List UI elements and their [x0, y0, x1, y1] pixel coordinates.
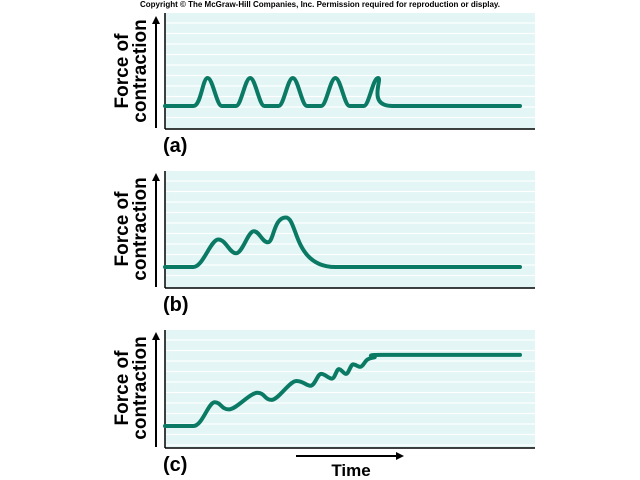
panel-a: Force of contraction (a) — [112, 13, 535, 157]
panel-label-c: (c) — [163, 454, 187, 476]
plot-area-c — [165, 330, 535, 448]
force-curve-b — [163, 215, 522, 270]
ylabel-b-line1: Force of — [112, 191, 133, 267]
ylabel-c-line2: contraction — [130, 336, 151, 439]
panel-label-b: (b) — [163, 294, 189, 316]
ylabel-b-line2: contraction — [130, 177, 151, 280]
copyright-notice: Copyright © The McGraw-Hill Companies, I… — [139, 0, 501, 9]
panel-label-a: (a) — [163, 135, 187, 157]
ylabel-a-line1: Force of — [112, 33, 133, 109]
ylabel-a-line2: contraction — [130, 19, 151, 122]
force-curve-c — [163, 352, 522, 428]
ylabel-c-line1: Force of — [112, 350, 133, 426]
gridlines-c — [166, 339, 535, 446]
panel-b: Force of contraction (b) — [112, 171, 535, 316]
plot-area-b — [165, 171, 535, 288]
force-curve-a — [163, 76, 522, 109]
panel-c: Force of contraction (c) Time — [112, 330, 535, 480]
xlabel-time: Time — [331, 461, 370, 480]
plot-area-a — [165, 13, 535, 129]
